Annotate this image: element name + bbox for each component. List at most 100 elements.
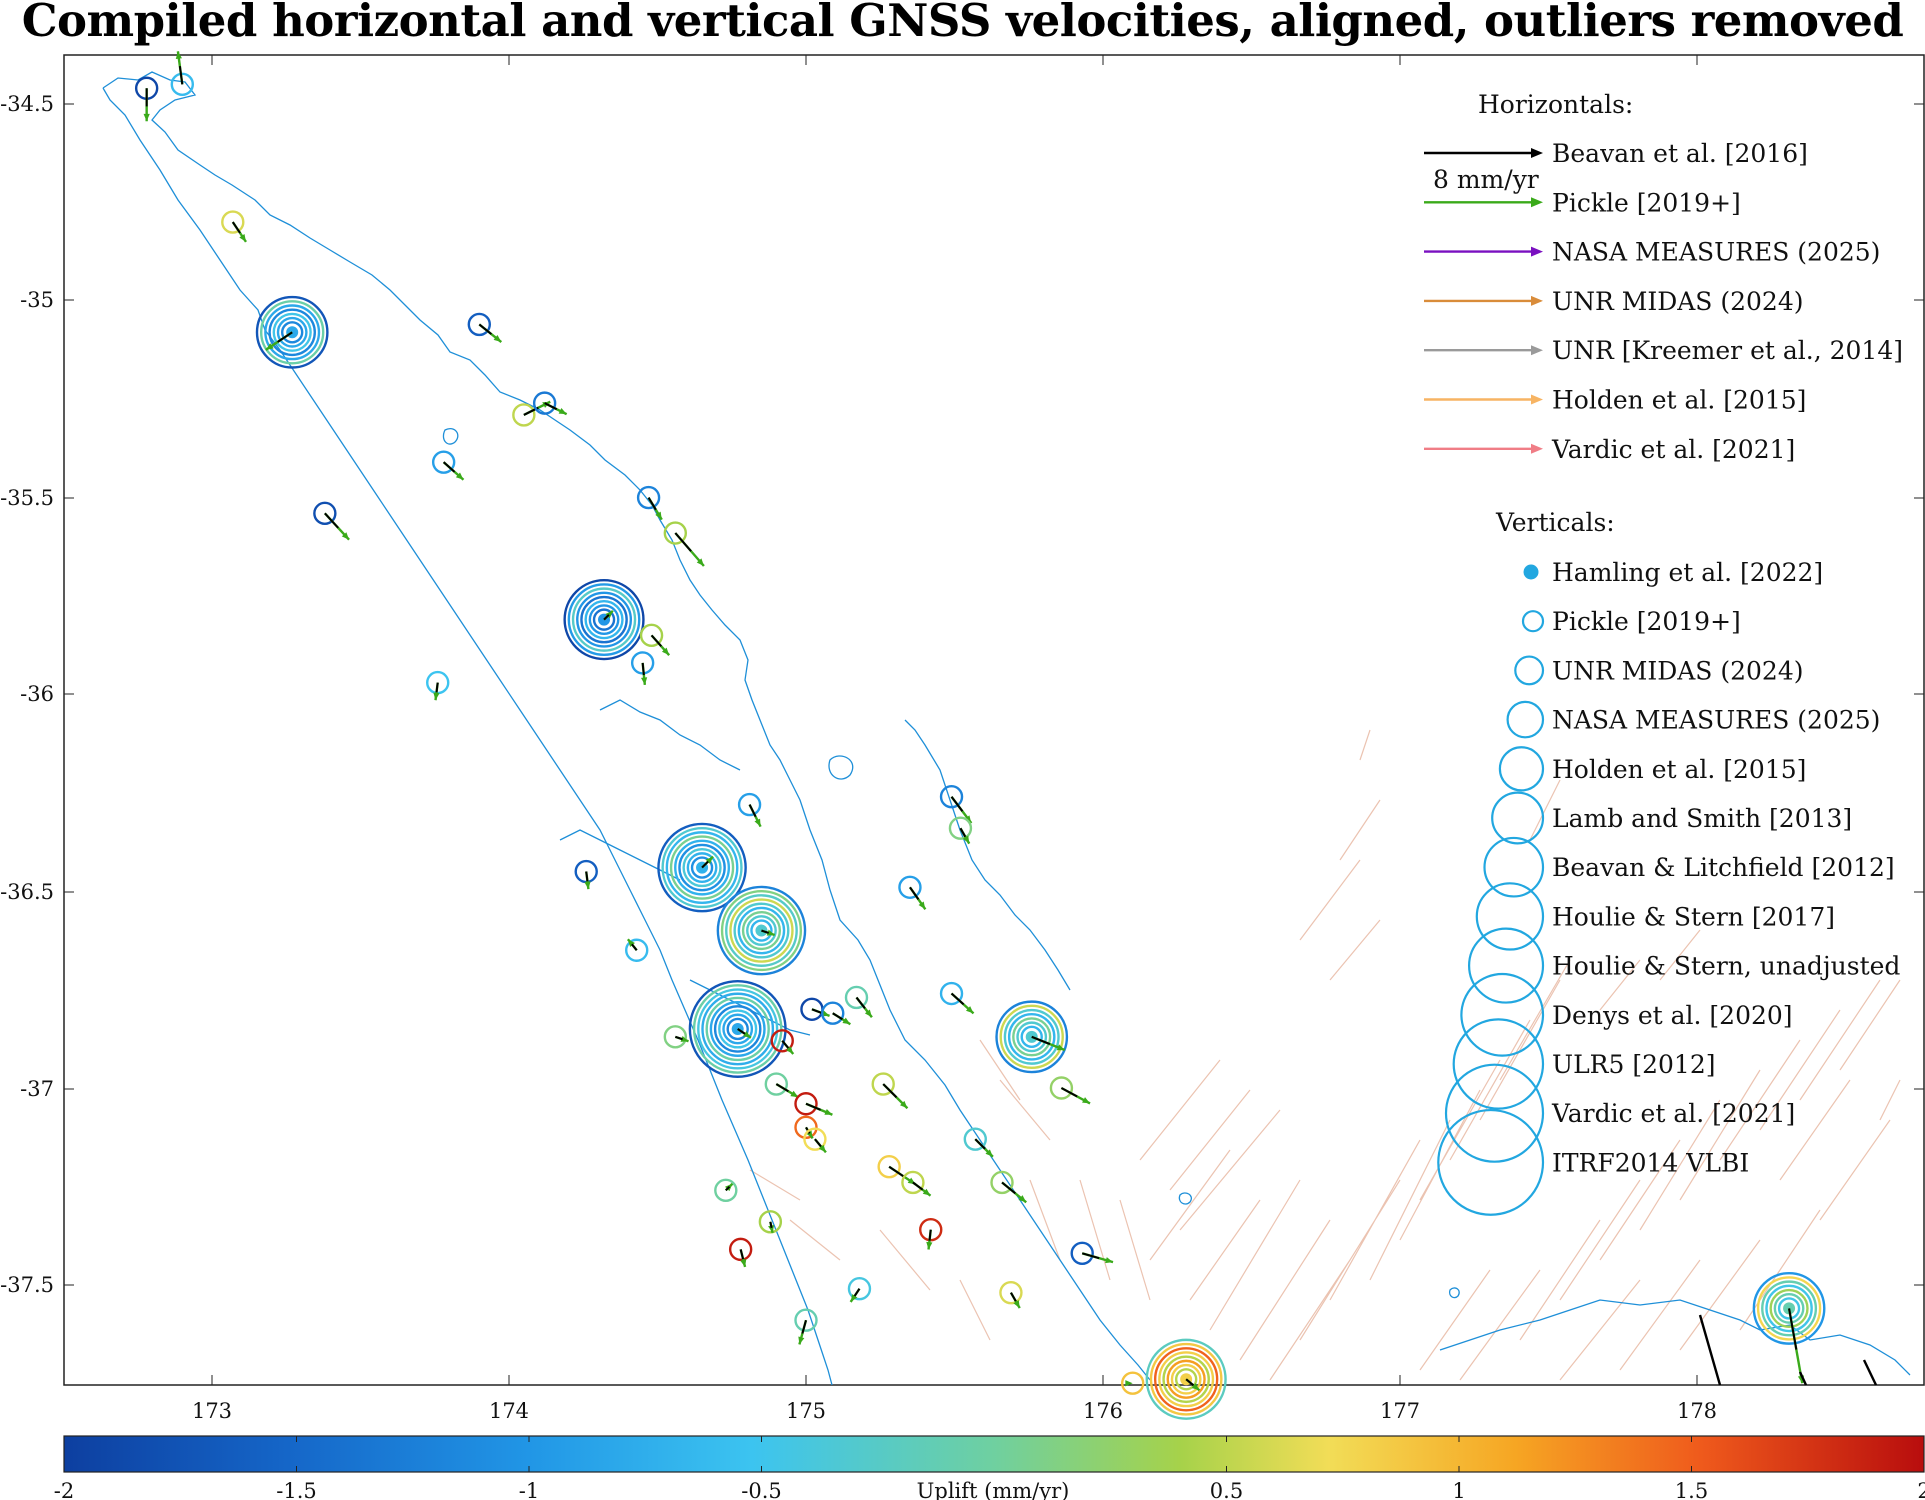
horizontal-arrow-beavan [478,323,493,335]
station-marker [1752,1272,1826,1384]
station-marker [999,1280,1023,1309]
legend-horizontal-entry: Holden et al. [2015] [1424,386,1806,415]
coastline-coromandel [904,719,1071,991]
arrowhead [1018,1195,1027,1203]
vertical-velocity-ring [1765,1284,1813,1333]
legend-vertical-entry: ITRF2014 VLBI [1437,1108,1749,1216]
vertical-velocity-ring [1166,1359,1206,1399]
vertical-velocity-ring [1153,1347,1219,1412]
station-marker [803,1127,827,1154]
vertical-velocity-ring [1016,1021,1048,1053]
velocity-arrow-east-cape [1698,1314,1722,1386]
vertical-velocity-ring [725,894,798,967]
vertical-velocity-ring [576,591,633,648]
x-tick-label: 173 [192,1399,232,1423]
vertical-velocity-ring [746,915,777,946]
arrowhead [143,113,150,122]
coastline-east-cape [1439,1299,1911,1376]
velocity-arrow-east-cape [1798,1371,1808,1386]
station-marker [758,1210,783,1234]
vertical-velocity-ring [803,1127,827,1151]
vertical-velocity-ring [718,1009,758,1049]
vertical-velocity-ring [669,835,735,900]
horizontal-arrow-beavan [631,943,638,951]
legend-ring [1437,1108,1545,1216]
legend-ring [1468,927,1545,1004]
vertical-velocity-ring [1003,1008,1060,1065]
vertical-velocity-ring [313,501,337,526]
coastline-harbour-1 [599,699,741,771]
horizontal-arrow-beavan [650,634,662,647]
station-marker [663,521,705,567]
vertical-velocity-ring [268,308,316,357]
station-marker [636,485,663,521]
legend-scale-label: 8 mm/yr [1433,165,1539,194]
station-marker [639,623,671,656]
horizontal-arrow-beavan [748,804,757,818]
station-marker [948,816,973,845]
vertical-velocity-ring [512,403,536,427]
legend-horizontal-label: Holden et al. [2015] [1552,386,1806,415]
vertical-velocity-ring [678,843,726,892]
arrowhead [696,558,704,567]
vertical-velocity-ring [1120,1371,1145,1395]
horizontal-arrow-beavan [435,682,439,693]
legend-arrowhead [1531,345,1543,356]
horizontal-arrow-beavan [737,1028,746,1035]
station-marker [1145,1338,1227,1420]
vertical-velocity-ring [999,1004,1064,1070]
legend-ring [1452,1018,1545,1110]
station-marker [728,1237,753,1268]
vertical-velocity-ring [690,856,714,879]
horizontal-arrow-beavan [974,1138,986,1150]
colorbar-tick-label: 1 [1452,1479,1465,1500]
vertical-velocity-ring [1049,1076,1074,1100]
horizontal-arrow-beavan [888,1165,905,1178]
arrowhead [705,856,714,864]
horizontal-arrow-beavan [832,1012,843,1021]
legend: Horizontals: 8 mm/yr Beavan et al. [2016… [1424,90,1903,1216]
vertical-velocity-ring [1769,1288,1809,1329]
coastline-island-1 [828,755,854,780]
station-marker [467,312,503,343]
legend-horizontal-label: Beavan et al. [2016] [1552,139,1808,168]
vertical-velocity-ring [726,1017,749,1041]
vertical-velocity-ring [1158,1351,1215,1408]
vertical-velocity-ring [1777,1297,1801,1320]
horizontal-arrow-beavan [805,1102,821,1111]
vertical-velocity-ring [847,1277,872,1301]
legend-horizontal-label: UNR MIDAS (2024) [1552,287,1804,316]
vertical-velocity-ring [764,1072,788,1096]
colorbar-tick-label: -0.5 [741,1479,782,1500]
horizontal-arrow-beavan [1081,1252,1100,1260]
arrowhead [341,532,350,540]
vertical-velocity-ring [877,1155,901,1179]
vertical-velocity-ring [737,792,762,817]
horizontal-arrow-beavan [1788,1308,1798,1350]
arrowhead [766,929,775,936]
arrowhead [1013,1300,1020,1309]
horizontal-arrow-beavan [781,1040,790,1049]
map-frame [63,54,1925,1386]
arrowhead [627,939,635,947]
legend-ring [1514,655,1545,686]
legend-vertical-entry: NASA MEASURES (2025) [1506,700,1880,739]
vertical-velocity-ring [963,1127,987,1151]
legend-horizontal-label: Vardic et al. [2021] [1551,435,1795,464]
y-tick-label: -37.5 [0,1273,54,1297]
vertical-velocity-ring [532,391,557,415]
vertical-velocity-ring [1020,1025,1043,1049]
legend-ring [1444,1063,1545,1163]
vertical-velocity-ring [1174,1368,1198,1391]
legend-vertical-entry: Denys et al. [2020] [1460,972,1793,1057]
horizontal-arrow-beavan [725,1185,731,1192]
station-marker [794,1308,818,1345]
arrowhead [1105,1257,1114,1264]
colorbar-tick-label: 2 [1917,1479,1925,1500]
legend-vertical-entry: Vardic et al. [2021] [1444,1063,1795,1163]
arrowhead [806,1130,813,1139]
horizontal-arrow-beavan [603,614,610,621]
horizontal-arrow-beavan [959,827,967,838]
arrowhead [1191,1383,1200,1391]
station-marker [1120,1371,1145,1395]
